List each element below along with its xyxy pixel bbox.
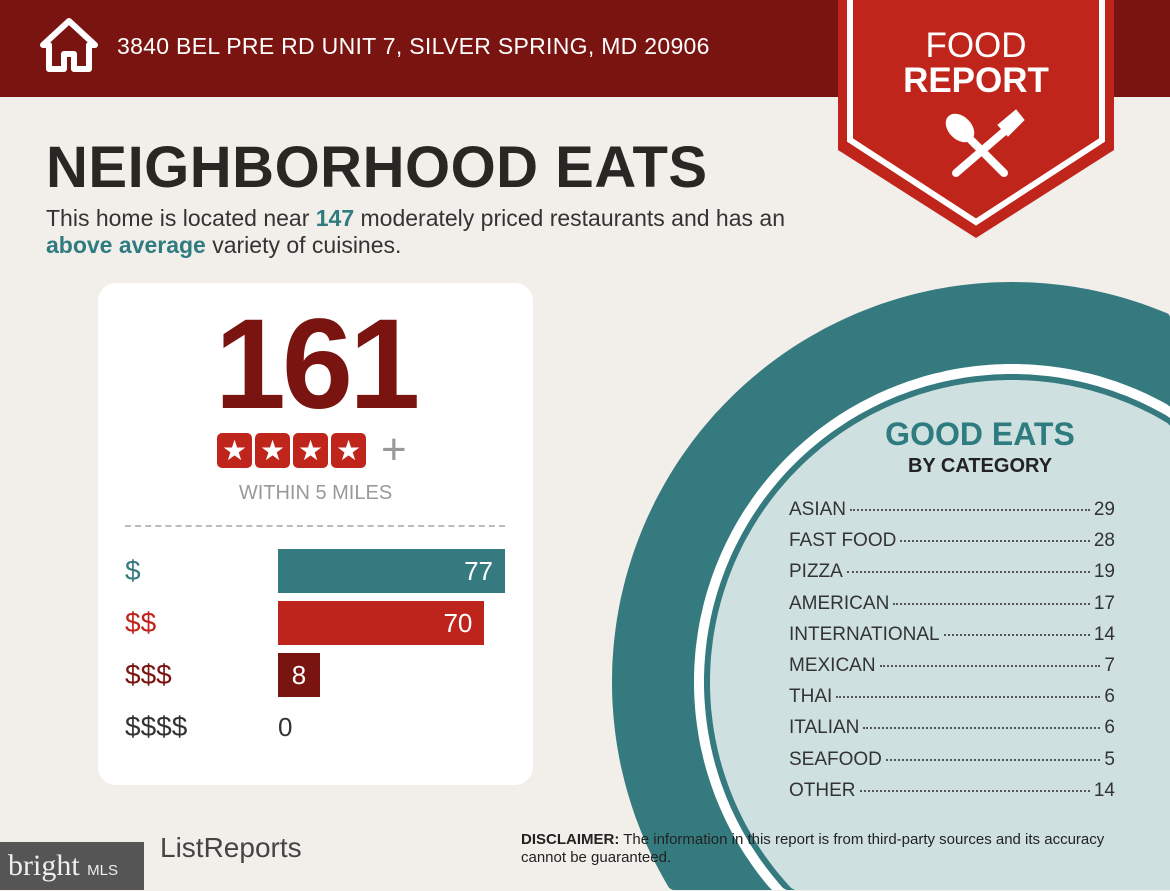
category-item: AMERICAN 17: [789, 592, 1115, 615]
leader-dots: [893, 602, 1090, 605]
star-rating: ★ ★ ★ ★: [217, 433, 366, 468]
price-bar: 8: [278, 653, 320, 697]
category-count: 14: [1093, 779, 1115, 801]
category-name: OTHER: [789, 779, 856, 801]
price-row: $$$ 8: [125, 653, 525, 697]
category-name: THAI: [789, 686, 833, 708]
category-count: 6: [1104, 717, 1115, 739]
category-count: 6: [1104, 686, 1115, 708]
star-icon: ★: [217, 433, 252, 468]
listreports-logo: ListReports: [160, 832, 302, 863]
subtitle: This home is located near 147 moderately…: [46, 205, 785, 258]
leader-dots: [850, 509, 1090, 511]
plus-icon: +: [381, 425, 407, 474]
leader-dots: [859, 789, 1090, 792]
star-icon: ★: [255, 433, 290, 468]
category-name: MEXICAN: [789, 655, 876, 676]
page-title: NEIGHBORHOOD EATS: [46, 135, 708, 200]
radius-label: WITHIN 5 MILES: [238, 482, 393, 504]
price-value: 0: [278, 712, 293, 742]
category-item: FAST FOOD 28: [789, 529, 1115, 552]
utensils-icon: [945, 109, 1025, 177]
price-row: $$$$ 0: [125, 705, 525, 749]
price-label: $$$$: [125, 711, 188, 742]
disclaimer: DISCLAIMER: The information in this repo…: [521, 831, 1105, 866]
category-item: THAI 6: [789, 685, 1115, 708]
food-report-badge: [838, 0, 1114, 238]
category-item: INTERNATIONAL 14: [789, 623, 1115, 646]
category-item: ASIAN 29: [789, 498, 1115, 521]
badge-title: FOOD REPORT: [903, 26, 1049, 100]
category-count: 19: [1093, 561, 1115, 583]
category-count: 17: [1093, 592, 1115, 614]
leader-dots: [836, 696, 1101, 699]
category-name: ITALIAN: [789, 717, 860, 739]
category-item: PIZZA 19: [789, 560, 1115, 583]
plate-center: [710, 380, 1170, 890]
category-count: 29: [1093, 499, 1115, 520]
category-count: 7: [1104, 655, 1115, 676]
property-address: 3840 BEL PRE RD UNIT 7, SILVER SPRING, M…: [117, 33, 710, 59]
leader-dots: [846, 571, 1090, 574]
divider: [125, 525, 505, 527]
price-label: $$$: [125, 659, 172, 690]
price-bar: 70: [278, 601, 485, 645]
category-name: SEAFOOD: [789, 748, 882, 770]
leader-dots: [900, 540, 1090, 543]
category-name: INTERNATIONAL: [789, 623, 940, 645]
star-icon: ★: [293, 433, 328, 468]
category-item: ITALIAN 6: [789, 716, 1115, 739]
price-row: $$ 70: [125, 601, 525, 645]
price-row: $77: [125, 549, 525, 593]
good-eats-title: GOOD EATS: [885, 416, 1075, 452]
star-icon: ★: [331, 433, 366, 468]
home-icon: [40, 18, 98, 72]
category-item: MEXICAN 7: [789, 654, 1115, 677]
leader-dots: [863, 727, 1101, 730]
summary-card: 161 ★ ★ ★ ★ + WITHIN 5 MILES $77 $$ 70 $$$ 8 $$$…: [98, 283, 533, 785]
leader-dots: [943, 633, 1090, 636]
price-bar: 77: [278, 549, 505, 593]
price-label: $$: [125, 607, 157, 638]
category-item: OTHER 14: [789, 779, 1115, 802]
category-count: 28: [1093, 530, 1115, 552]
bright-mls-logo: bright MLS: [0, 842, 144, 890]
restaurant-total: 161: [214, 293, 421, 436]
category-name: ASIAN: [789, 499, 847, 520]
category-name: PIZZA: [789, 561, 843, 583]
category-name: FAST FOOD: [789, 530, 897, 552]
leader-dots: [885, 758, 1101, 761]
category-name: AMERICAN: [789, 592, 890, 614]
category-count: 14: [1093, 623, 1115, 645]
category-item: SEAFOOD 5: [789, 748, 1115, 771]
leader-dots: [879, 665, 1101, 667]
category-count: 5: [1104, 748, 1115, 770]
good-eats-subtitle: BY CATEGORY: [907, 455, 1053, 477]
price-label: $: [125, 555, 141, 586]
